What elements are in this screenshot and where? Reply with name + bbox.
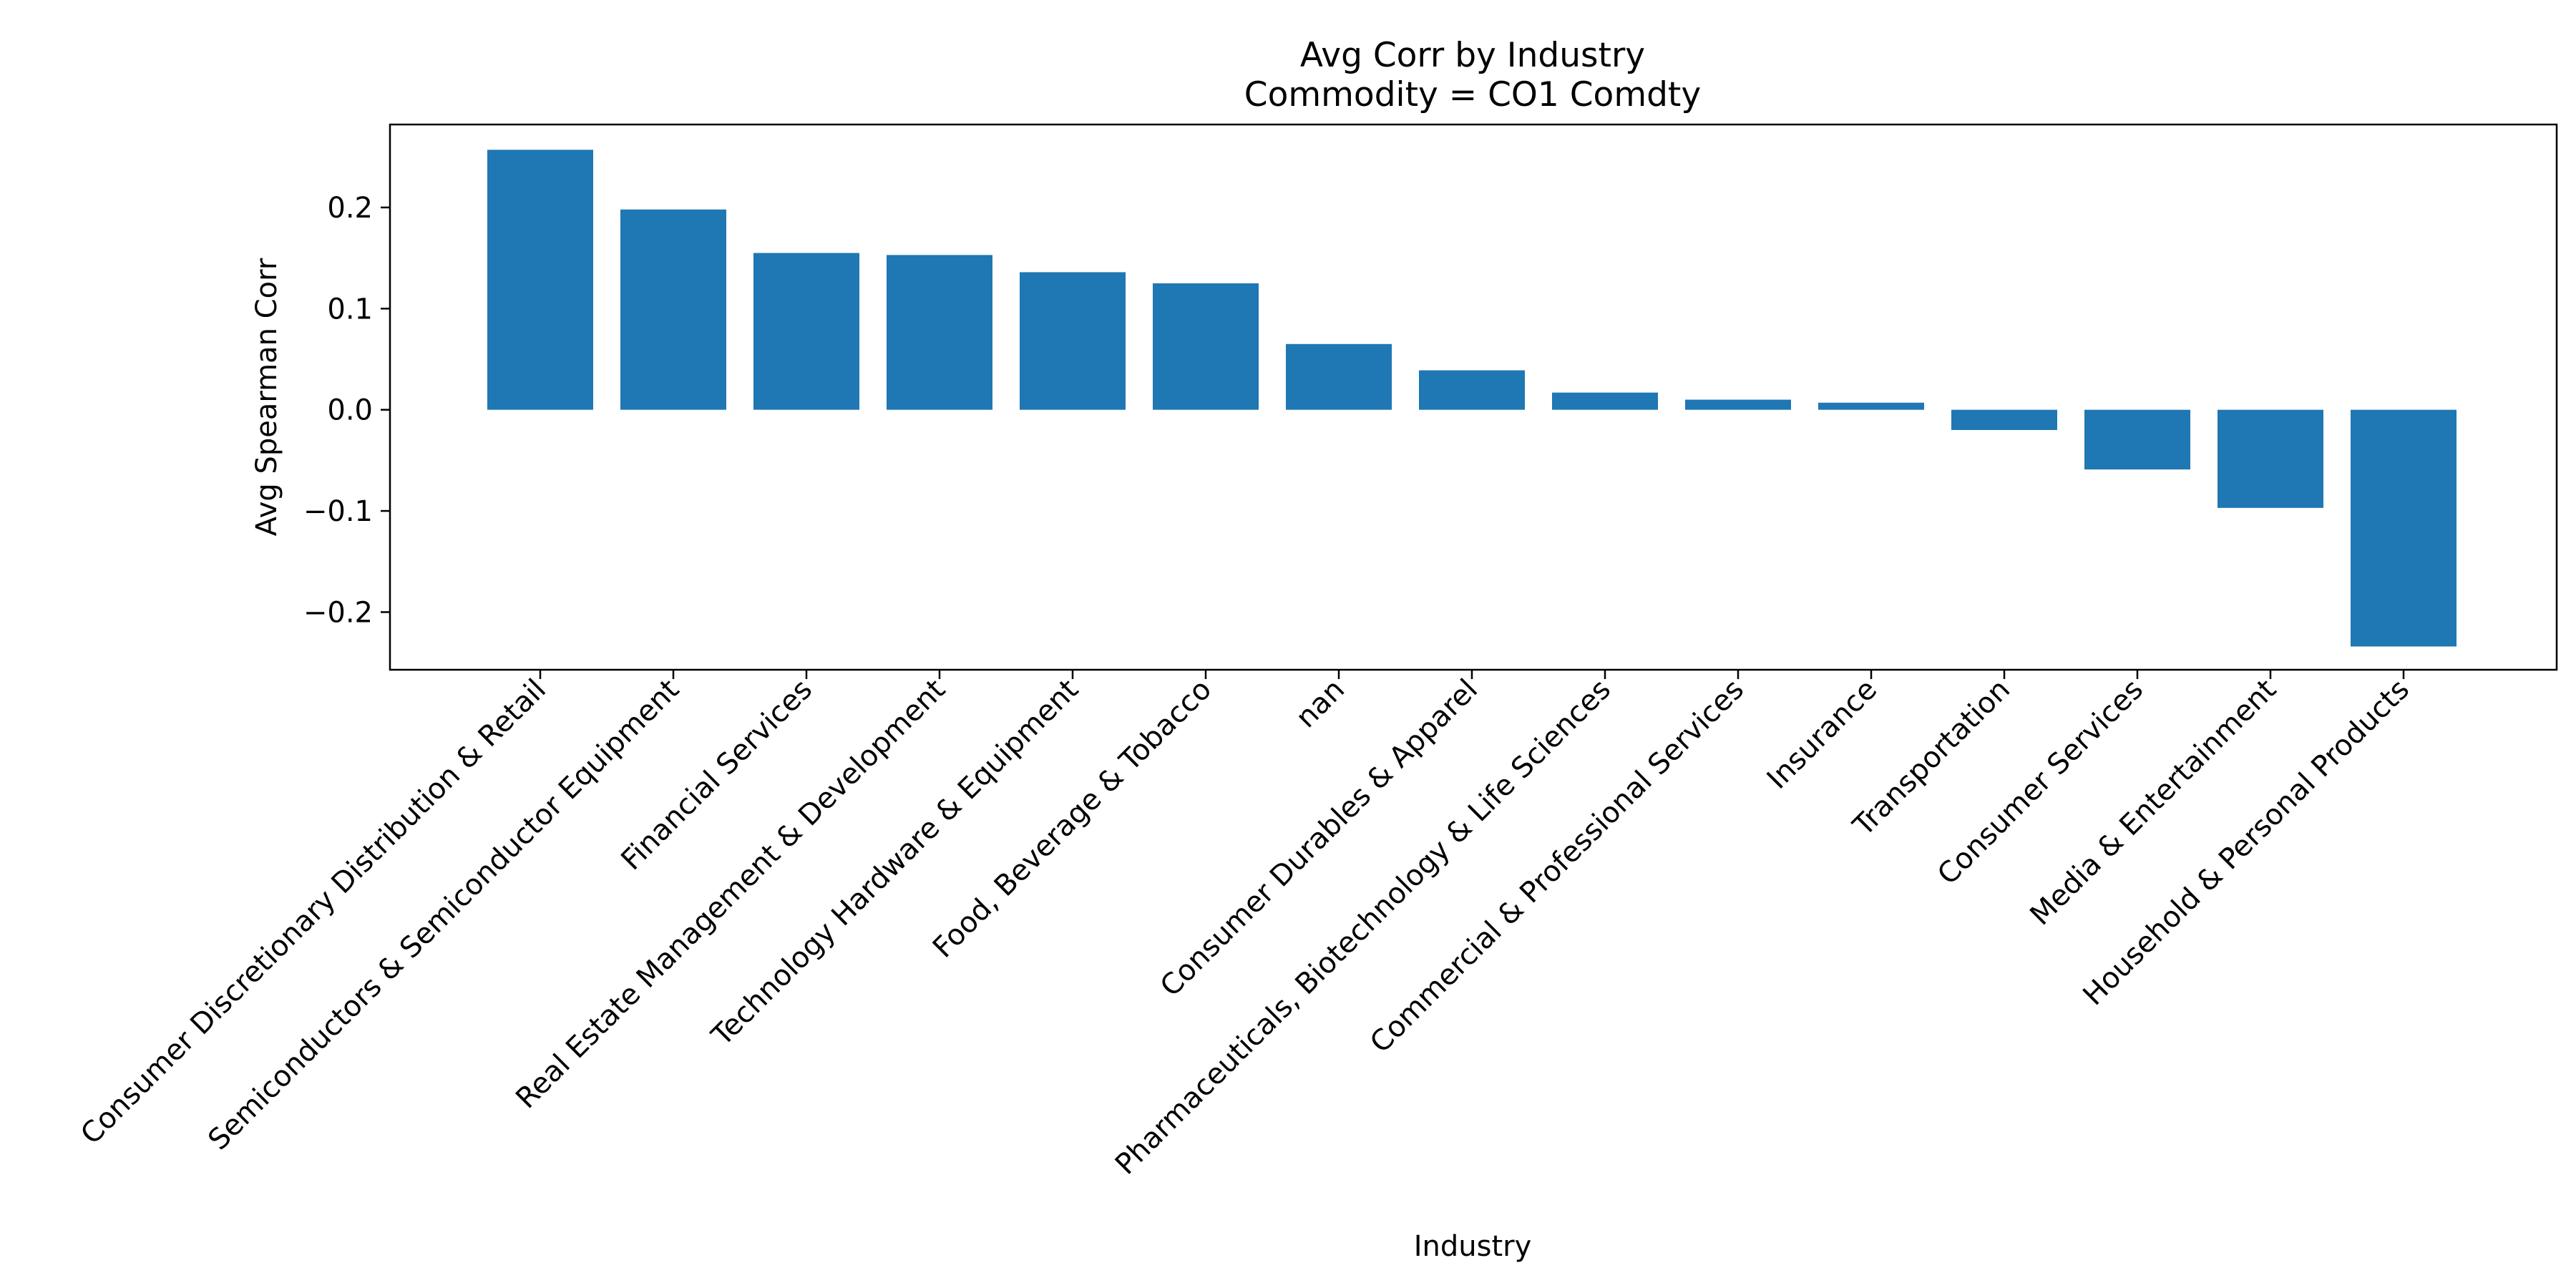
y-tick-label: 0.1	[327, 293, 373, 326]
bar-household-personal-products	[2351, 409, 2457, 647]
chart-subtitle: Commodity = CO1 Comdty	[1244, 75, 1701, 114]
bar-insurance	[1818, 402, 1924, 410]
bar-semiconductors-semiconductor-equipment	[620, 209, 726, 410]
bar-financial-services	[753, 253, 859, 410]
bar-media-entertainment	[2218, 409, 2323, 508]
plot-frame	[389, 123, 2558, 671]
bar-pharmaceuticals-biotechnology-life-sciences	[1552, 392, 1658, 410]
y-axis-label: Avg Spearman Corr	[250, 258, 283, 536]
bar-consumer-durables-apparel	[1419, 370, 1525, 410]
y-tick-label: 0.2	[327, 192, 373, 225]
y-tick-label: −0.2	[303, 596, 373, 629]
bar-food-beverage-tobacco	[1153, 283, 1259, 410]
bar-technology-hardware-equipment	[1020, 272, 1126, 410]
bar-commercial-professional-services	[1685, 399, 1791, 410]
y-tick-label: 0.0	[327, 394, 373, 427]
bar-real-estate-management-development	[887, 255, 992, 410]
bar-nan	[1286, 343, 1392, 410]
bar-consumer-discretionary-distribution-retail	[487, 150, 593, 410]
chart-title: Avg Corr by Industry	[1300, 36, 1645, 75]
x-axis-label: Industry	[1414, 1230, 1532, 1263]
bar-consumer-services	[2084, 409, 2190, 470]
bars-group	[487, 150, 2457, 647]
y-tick-label: −0.1	[303, 495, 373, 528]
y-axis-ticks: −0.2 −0.1 0.0 0.1 0.2	[303, 192, 390, 629]
bar-transportation	[1951, 409, 2057, 430]
